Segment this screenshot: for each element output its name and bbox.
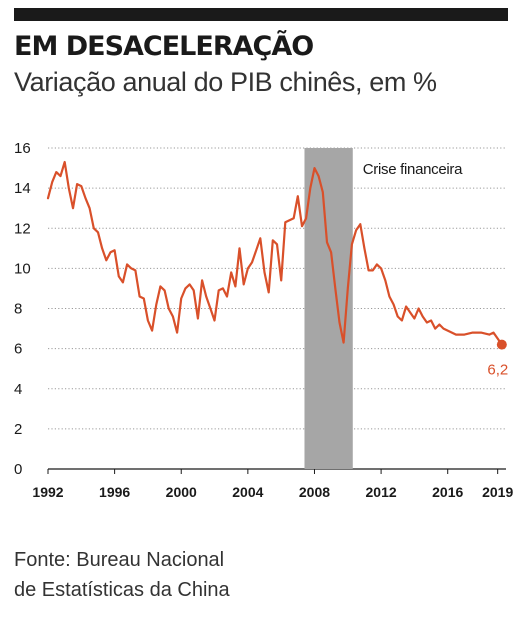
crisis-band <box>304 148 353 469</box>
y-tick-label-2: 2 <box>14 421 22 438</box>
crisis-band-layer: Crise financeira <box>304 148 463 469</box>
x-tick-labels: 1992 1996 2000 2004 2008 2012 2016 2019 <box>32 469 513 500</box>
y-tick-label-14: 14 <box>14 180 31 197</box>
x-tick-label-1996: 1996 <box>99 484 130 500</box>
y-tick-label-16: 16 <box>14 140 31 157</box>
x-tick-label-1992: 1992 <box>32 484 63 500</box>
y-tick-label-4: 4 <box>14 381 22 398</box>
y-tick-label-10: 10 <box>14 260 31 277</box>
top-rule <box>14 8 508 21</box>
grid-layer <box>48 147 506 470</box>
source-line-1: Fonte: Bureau Nacional <box>14 549 225 571</box>
source-line-2: de Estatísticas da China <box>14 579 230 601</box>
last-point-label: 6,2 <box>487 362 508 379</box>
x-tick-label-2016: 2016 <box>432 484 463 500</box>
x-tick-label-2019: 2019 <box>482 484 513 500</box>
crisis-band-label: Crise financeira <box>363 161 463 178</box>
x-tick-label-2008: 2008 <box>299 484 330 500</box>
y-tick-label-8: 8 <box>14 301 22 318</box>
series-layer <box>46 160 503 346</box>
y-tick-label-0: 0 <box>14 461 22 478</box>
x-tick-label-2004: 2004 <box>232 484 263 500</box>
last-point-marker <box>496 339 507 350</box>
y-tick-label-6: 6 <box>14 341 22 358</box>
x-tick-label-2012: 2012 <box>366 484 397 500</box>
source-note: Fonte: Bureau Nacional de Estatísticas d… <box>14 545 230 605</box>
chart-title: EM DESACELERAÇÃO <box>14 31 314 62</box>
y-tick-labels: 0 2 4 6 8 10 12 14 16 <box>14 140 31 478</box>
series-line-0 <box>46 160 503 346</box>
chart-subtitle: Variação anual do PIB chinês, em % <box>14 67 437 97</box>
gdp-line-chart: Crise financeira 0 2 4 6 8 10 12 14 16 1992 1996 2… <box>14 140 513 500</box>
x-tick-label-2000: 2000 <box>166 484 197 500</box>
y-tick-label-12: 12 <box>14 220 31 237</box>
annotation-layer: 6,2 <box>487 339 508 379</box>
